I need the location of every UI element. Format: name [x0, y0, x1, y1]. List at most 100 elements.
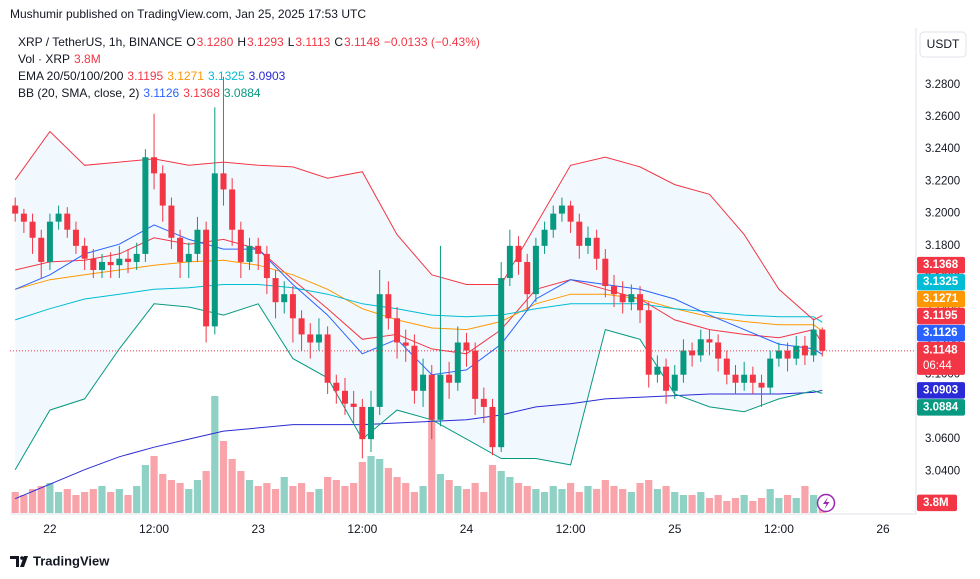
- candle-body: [584, 237, 591, 246]
- legend: XRP / TetherUS, 1h, BINANCE O3.1280 H3.129…: [18, 34, 484, 102]
- volume-bar: [523, 486, 531, 513]
- candle-body: [532, 245, 539, 295]
- y-tick-label: 3.1800: [925, 240, 960, 252]
- candle-body: [359, 406, 366, 440]
- candle-body: [741, 374, 748, 383]
- candle-body: [307, 334, 314, 343]
- price-tag-label: 3.1148: [923, 344, 958, 356]
- volume-bar: [107, 492, 115, 513]
- price-tag: [917, 290, 965, 308]
- legend-text: 3.0884: [223, 86, 261, 100]
- candle-body: [394, 318, 401, 343]
- candle-body: [428, 374, 435, 420]
- volume-bar: [402, 483, 410, 513]
- legend-row: XRP / TetherUS, 1h, BINANCE O3.1280 H3.129…: [18, 34, 484, 51]
- volume-bar: [228, 459, 236, 513]
- icon-bolt[interactable]: [823, 497, 830, 509]
- candle-body: [801, 345, 808, 356]
- price-tag-label: 3.0903: [923, 384, 958, 396]
- volume-bar: [254, 486, 262, 513]
- x-tick-label: 23: [252, 522, 266, 536]
- volume-bar: [731, 498, 740, 513]
- candle-body: [758, 382, 765, 388]
- volume-bar: [584, 486, 592, 513]
- volume-bar: [792, 498, 800, 513]
- candle-body: [159, 173, 166, 206]
- volume-bar: [610, 486, 618, 513]
- price-tag: [917, 341, 965, 375]
- candle-body: [168, 205, 175, 238]
- candle-body: [472, 350, 479, 399]
- volume-bar: [159, 474, 167, 513]
- candle-body: [697, 339, 704, 356]
- volume-bar: [280, 477, 288, 513]
- button-frame[interactable]: [919, 31, 967, 58]
- volume-tag: [917, 494, 957, 512]
- candle-body: [315, 334, 322, 343]
- button-label[interactable]: USDT: [927, 37, 960, 51]
- candle-body: [593, 237, 600, 259]
- candle-body: [211, 173, 218, 327]
- candle-body: [689, 350, 696, 356]
- legend-text: 3.1325: [207, 69, 245, 83]
- volume-bar: [89, 489, 97, 513]
- indicator-line: [15, 284, 823, 323]
- y-tick-label: 3.2400: [925, 143, 960, 155]
- volume-bar: [783, 495, 792, 513]
- candle-body: [107, 261, 114, 266]
- volume-bar: [749, 501, 757, 513]
- legend-text: 3.0903: [248, 69, 286, 83]
- volume-bar: [445, 480, 453, 513]
- candle-body: [324, 334, 331, 383]
- volume-bar: [384, 468, 392, 513]
- band-fill: [15, 131, 823, 470]
- x-tick-label: 26: [876, 522, 890, 536]
- price-tag: [917, 382, 965, 399]
- volume-bar: [133, 486, 141, 513]
- candle-body: [55, 213, 62, 222]
- volume-bar: [454, 486, 462, 513]
- price-tag-label: 3.1368: [923, 259, 959, 271]
- volume-bar: [219, 441, 228, 513]
- candle-body: [341, 390, 348, 404]
- legend-text: 3.1148: [344, 35, 380, 49]
- legend-row: BB (20, SMA, close, 2) 3.1126 3.1368 3.0884: [18, 85, 484, 102]
- legend-row: EMA 20/50/100/200 3.1195 3.1271 3.1325 3.090…: [18, 68, 484, 85]
- candle-body: [680, 350, 687, 375]
- legend-text: 3.1368: [183, 86, 220, 100]
- candle-body: [749, 374, 756, 383]
- legend-text: L: [287, 35, 295, 49]
- legend-text: 3.1271: [167, 69, 204, 83]
- candle-body: [368, 406, 375, 440]
- volume-bar: [488, 465, 497, 513]
- candle-body: [611, 286, 617, 295]
- alert-icon[interactable]: [816, 493, 836, 513]
- candle-body: [177, 237, 184, 262]
- volume-bar: [185, 489, 193, 513]
- candle-body: [64, 213, 71, 230]
- candle-body: [576, 221, 583, 246]
- candle-body: [272, 278, 279, 303]
- plot: [10, 76, 916, 513]
- x-tick-label: 25: [668, 522, 682, 536]
- volume-bar: [237, 471, 245, 513]
- currency-button[interactable]: USDT: [919, 31, 967, 58]
- volume-bar: [809, 495, 818, 513]
- volume-bar: [315, 489, 323, 513]
- candle-body: [524, 261, 531, 295]
- candle-body: [706, 339, 713, 343]
- volume-bar: [497, 471, 505, 513]
- volume-bar: [532, 489, 540, 513]
- candle-body: [29, 221, 36, 238]
- candle-body: [90, 258, 97, 270]
- candle-body: [628, 294, 635, 303]
- candle-body: [98, 261, 105, 270]
- volume-bar: [350, 483, 358, 513]
- candle-body: [289, 294, 296, 319]
- x-tick-label: 12:00: [764, 522, 794, 536]
- volume-bar: [63, 489, 71, 513]
- legend-text: 3.1113: [295, 35, 331, 49]
- volume-bar: [514, 483, 523, 513]
- volume-bar: [436, 474, 445, 513]
